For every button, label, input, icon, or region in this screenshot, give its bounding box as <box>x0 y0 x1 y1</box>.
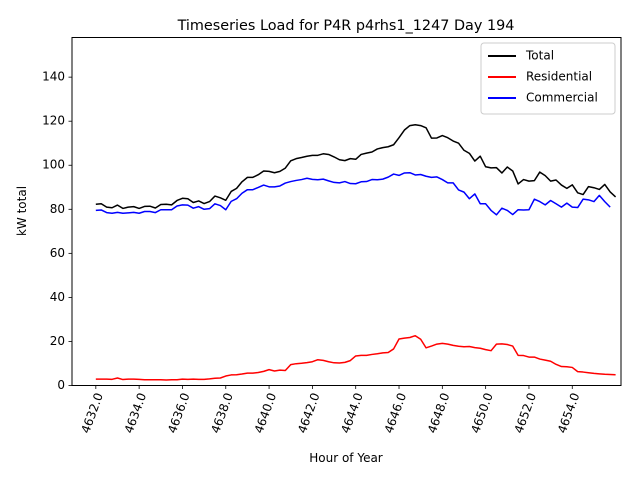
y-tick-label: 20 <box>50 334 65 348</box>
series-line-commercial <box>95 171 611 216</box>
plot-area <box>95 123 617 381</box>
series-line-total <box>95 123 617 210</box>
y-axis: 0 20 40 60 80 100 120 140 <box>42 70 72 392</box>
y-axis-label: kW total <box>15 186 29 236</box>
legend-label-commercial: Commercial <box>526 91 598 105</box>
legend-label-residential: Residential <box>526 70 592 84</box>
legend: Total Residential Commercial <box>480 42 616 115</box>
chart-title: Timeseries Load for P4R p4rhs1_1247 Day … <box>177 18 515 34</box>
x-axis-label: Hour of Year <box>309 451 383 465</box>
y-tick-label: 120 <box>42 114 65 128</box>
y-tick-label: 40 <box>50 290 65 304</box>
y-tick-label: 80 <box>50 202 65 216</box>
y-tick-label: 0 <box>57 378 65 392</box>
legend-label-total: Total <box>525 49 554 63</box>
series-line-residential <box>95 334 616 381</box>
y-tick-label: 140 <box>42 70 65 84</box>
y-tick-label: 100 <box>42 158 65 172</box>
legend-box <box>480 42 616 115</box>
plot-frame <box>71 37 622 386</box>
y-tick-label: 60 <box>50 246 65 260</box>
